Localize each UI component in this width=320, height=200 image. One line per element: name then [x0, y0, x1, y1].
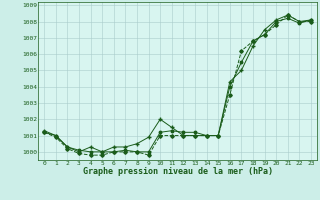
X-axis label: Graphe pression niveau de la mer (hPa): Graphe pression niveau de la mer (hPa) [83, 167, 273, 176]
